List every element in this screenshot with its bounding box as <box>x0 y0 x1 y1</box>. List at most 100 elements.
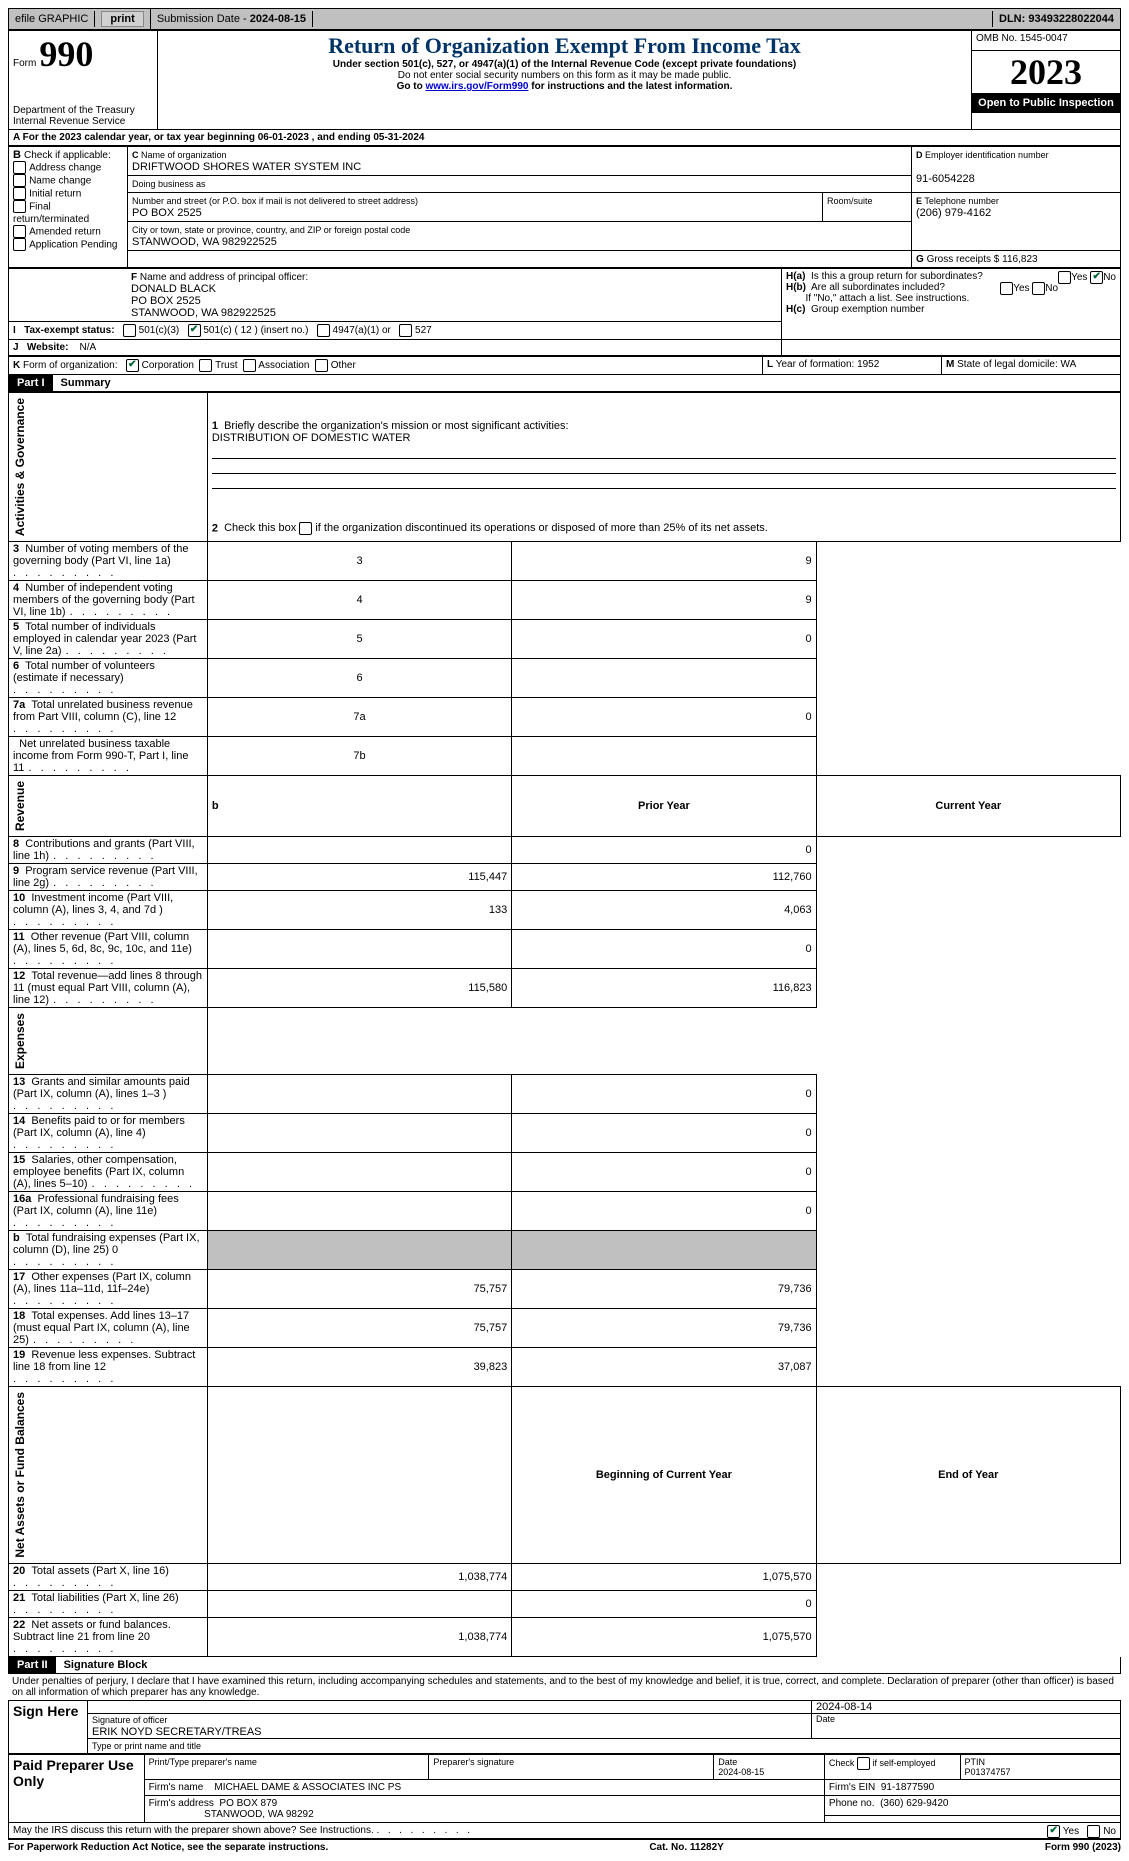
summary-row: 9 Program service revenue (Part VIII, li… <box>9 864 1121 891</box>
summary-row: 14 Benefits paid to or for members (Part… <box>9 1114 1121 1153</box>
open-inspection: Open to Public Inspection <box>972 93 1120 113</box>
officer-sig-date: 2024-08-14 <box>812 1701 1121 1714</box>
check-initial-return[interactable] <box>13 187 26 200</box>
check-final-return[interactable] <box>13 200 26 213</box>
form-header: Form 990 Department of the Treasury Inte… <box>8 30 1121 130</box>
self-employed-cell: Check if self-employed <box>824 1754 960 1779</box>
irs-link[interactable]: www.irs.gov/Form990 <box>425 81 528 92</box>
officer-name: DONALD BLACK <box>131 283 216 295</box>
sign-here-label: Sign Here <box>9 1700 88 1753</box>
check-501c[interactable] <box>188 324 201 337</box>
section-revenue: Revenue <box>13 777 27 835</box>
form-number: 990 <box>39 34 93 74</box>
summary-row: 13 Grants and similar amounts paid (Part… <box>9 1075 1121 1114</box>
firm-addr1: PO BOX 879 <box>219 1798 277 1809</box>
check-trust[interactable] <box>199 359 212 372</box>
check-corp[interactable] <box>126 359 139 372</box>
city-label: City or town, state or province, country… <box>132 225 410 235</box>
omb-number: 1545-0047 <box>1020 33 1068 44</box>
part2-header: Part II Signature Block <box>8 1657 1121 1674</box>
submission-date: Submission Date - 2024-08-15 <box>151 11 313 27</box>
gross-receipts-value: 116,823 <box>1002 254 1037 265</box>
section-expenses: Expenses <box>13 1009 27 1073</box>
hb-no[interactable] <box>1032 282 1045 295</box>
firm-phone-label: Phone no. <box>829 1798 875 1809</box>
ha-no[interactable] <box>1090 271 1103 284</box>
firm-ein-value: 91-1877590 <box>881 1782 934 1793</box>
page-footer: For Paperwork Reduction Act Notice, see … <box>8 1839 1121 1853</box>
check-discontinued[interactable] <box>299 522 312 535</box>
website-label: Website: <box>27 342 69 353</box>
summary-row: b Total fundraising expenses (Part IX, c… <box>9 1231 1121 1270</box>
room-label: Room/suite <box>827 196 873 206</box>
box-b-label: Check if applicable: <box>24 150 111 161</box>
check-other[interactable] <box>315 359 328 372</box>
check-app-pending[interactable] <box>13 238 26 251</box>
irs-label: Internal Revenue Service <box>13 116 153 127</box>
top-bar: efile GRAPHIC print Submission Date - 20… <box>8 8 1121 30</box>
check-name-change[interactable] <box>13 174 26 187</box>
omb-label: OMB No. <box>976 33 1020 44</box>
mission-value: DISTRIBUTION OF DOMESTIC WATER <box>212 432 411 444</box>
check-527[interactable] <box>399 324 412 337</box>
summary-row: 17 Other expenses (Part IX, column (A), … <box>9 1270 1121 1309</box>
ssn-warning: Do not enter social security numbers on … <box>162 70 967 81</box>
part2-title: Signature Block <box>56 1657 156 1673</box>
summary-row: 8 Contributions and grants (Part VIII, l… <box>9 837 1121 864</box>
ein-value: 91-6054228 <box>916 173 975 185</box>
form-subtitle: Under section 501(c), 527, or 4947(a)(1)… <box>162 59 967 70</box>
line2-text: Check this box if the organization disco… <box>224 522 768 534</box>
check-address-change[interactable] <box>13 161 26 174</box>
part1-title: Summary <box>53 375 119 391</box>
firm-ein-label: Firm's EIN <box>829 1782 875 1793</box>
check-assoc[interactable] <box>243 359 256 372</box>
summary-row: 18 Total expenses. Add lines 13–17 (must… <box>9 1309 1121 1348</box>
ptin-label: PTIN <box>965 1757 986 1767</box>
subordinates-note: If "No," attach a list. See instructions… <box>805 293 969 304</box>
check-amended[interactable] <box>13 225 26 238</box>
tax-exempt-label: Tax-exempt status: <box>24 325 114 336</box>
print-button[interactable]: print <box>101 11 143 27</box>
year-formation-label: Year of formation: <box>776 359 857 370</box>
catalog-number: Cat. No. 11282Y <box>649 1842 723 1853</box>
officer-label: Name and address of principal officer: <box>140 272 308 283</box>
check-501c3[interactable] <box>123 324 136 337</box>
firm-name-label: Firm's name <box>149 1782 204 1793</box>
hb-yes[interactable] <box>1000 282 1013 295</box>
summary-row: 20 Total assets (Part X, line 16) 1,038,… <box>9 1563 1121 1590</box>
part1-summary-table: Activities & Governance 1 Briefly descri… <box>8 392 1121 1657</box>
summary-row: 16a Professional fundraising fees (Part … <box>9 1192 1121 1231</box>
ha-yes[interactable] <box>1058 271 1071 284</box>
check-self-employed[interactable] <box>857 1757 870 1770</box>
officer-street: PO BOX 2525 <box>131 295 201 307</box>
officer-block: F Name and address of principal officer:… <box>8 268 1121 356</box>
org-name: DRIFTWOOD SHORES WATER SYSTEM INC <box>132 161 361 173</box>
prep-name-label: Print/Type preparer's name <box>144 1754 429 1779</box>
form-org-label: Form of organization: <box>23 360 118 371</box>
tax-year: 2023 <box>972 51 1120 93</box>
city-value: STANWOOD, WA 982922525 <box>132 236 277 248</box>
firm-addr-label: Firm's address <box>149 1798 214 1809</box>
summary-row: 4 Number of independent voting members o… <box>9 581 1121 620</box>
domicile-value: WA <box>1061 359 1077 370</box>
part1-label: Part I <box>9 375 53 391</box>
signature-table: Sign Here 2024-08-14 Signature of office… <box>8 1700 1121 1754</box>
check-4947[interactable] <box>317 324 330 337</box>
summary-row: 15 Salaries, other compensation, employe… <box>9 1153 1121 1192</box>
efile-label: efile GRAPHIC <box>9 11 95 27</box>
gross-receipts-label: Gross receipts $ <box>927 254 1003 265</box>
form-title: Return of Organization Exempt From Incom… <box>162 33 967 59</box>
discuss-yes[interactable] <box>1047 1825 1060 1838</box>
form-label: Form <box>13 58 36 69</box>
group-return-q: Is this a group return for subordinates? <box>811 271 983 282</box>
discuss-no[interactable] <box>1087 1825 1100 1838</box>
subordinates-q: Are all subordinates included? <box>811 282 945 293</box>
officer-city: STANWOOD, WA 982922525 <box>131 307 276 319</box>
dba-label: Doing business as <box>132 179 206 189</box>
firm-name-value: MICHAEL DAME & ASSOCIATES INC PS <box>214 1782 401 1793</box>
summary-row: 21 Total liabilities (Part X, line 26) 0 <box>9 1590 1121 1617</box>
phone-label: Telephone number <box>924 196 999 206</box>
firm-phone-value: (360) 629-9420 <box>880 1798 948 1809</box>
tax-period: A For the 2023 calendar year, or tax yea… <box>8 130 1121 146</box>
mission-label: Briefly describe the organization's miss… <box>224 420 568 432</box>
